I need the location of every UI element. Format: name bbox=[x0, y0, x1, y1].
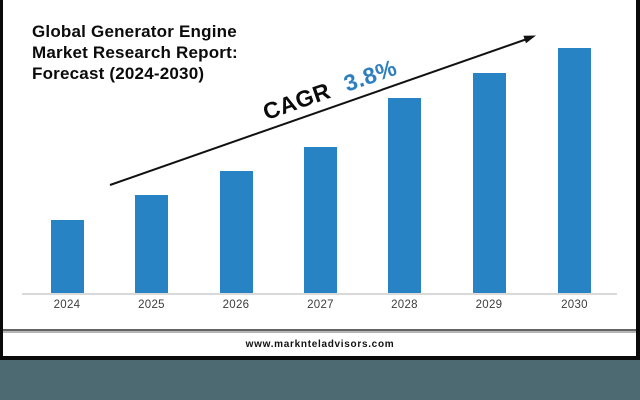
x-axis-label-2028: 2028 bbox=[391, 299, 418, 311]
bar-2029 bbox=[472, 73, 506, 293]
bar-chart: 2024 2025 2026 2027 2028 2029 2030 bbox=[22, 48, 617, 311]
bar-2028 bbox=[388, 98, 421, 293]
x-axis-label-2030: 2030 bbox=[561, 299, 588, 311]
bar-2027 bbox=[304, 147, 337, 293]
frame-border-bottom bbox=[0, 356, 640, 360]
x-axis-label-2024: 2024 bbox=[53, 299, 81, 311]
footer: www.marknteladvisors.com bbox=[0, 333, 640, 356]
x-axis-label-2025: 2025 bbox=[138, 299, 165, 311]
footer-website-text: www.marknteladvisors.com bbox=[245, 339, 395, 350]
frame-border-right bbox=[636, 0, 640, 360]
bar-2024 bbox=[50, 220, 84, 293]
x-axis-label-2027: 2027 bbox=[307, 299, 334, 311]
bar-2025 bbox=[135, 195, 168, 293]
report-page: Global Generator Engine Market Research … bbox=[0, 0, 640, 356]
x-axis-label-2026: 2026 bbox=[222, 299, 250, 311]
footer-divider bbox=[0, 329, 640, 333]
bar-2026 bbox=[219, 171, 253, 293]
frame-border-left bbox=[0, 0, 3, 360]
bar-2030 bbox=[558, 48, 591, 293]
chart-title-line-1: Global Generator Engine bbox=[32, 22, 237, 41]
x-axis-label-2029: 2029 bbox=[475, 299, 503, 311]
x-axis-line bbox=[22, 293, 617, 295]
